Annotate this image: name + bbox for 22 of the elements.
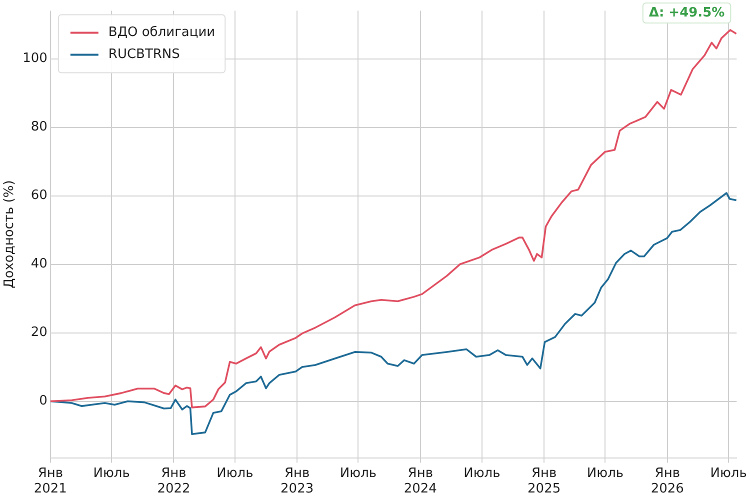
annotation: Δ: +49.5%: [648, 5, 725, 20]
x-tick-label: Янв 2026: [650, 466, 684, 497]
x-tick-label: Июль: [586, 466, 624, 481]
y-tick-label: 20: [30, 325, 48, 340]
x-tick-label: Янв 2023: [280, 466, 314, 497]
y-tick-label: 80: [30, 120, 48, 135]
x-tick-label: Июль: [93, 466, 130, 481]
x-tick-label: Янв 2022: [157, 466, 190, 497]
y-tick-label: 100: [22, 51, 48, 66]
x-tick-label: Июль: [216, 466, 254, 481]
x-tick-label: Янв 2024: [404, 466, 437, 497]
x-tick-label: Июль: [464, 466, 500, 481]
y-tick-label: 40: [30, 256, 48, 272]
x-tick-label: Июль: [710, 466, 747, 481]
legend-label: ВДО облигации: [108, 25, 216, 40]
y-axis-title: Доходность (%): [2, 180, 18, 288]
x-tick-label: Янв 2021: [34, 466, 67, 497]
y-tick-label: 0: [39, 394, 48, 409]
legend-label: RUCBTRNS: [108, 47, 180, 62]
x-tick-label: Янв 2025: [528, 466, 561, 497]
y-tick-label: 60: [30, 188, 48, 204]
x-tick-label: Июль: [340, 466, 377, 481]
